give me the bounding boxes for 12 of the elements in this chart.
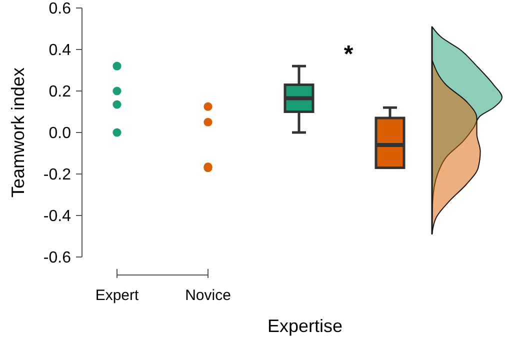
x-tick-label: Expert: [95, 287, 140, 304]
annotation: *: [344, 41, 354, 68]
y-tick-label: 0.2: [48, 84, 72, 101]
y-tick-label: 0.4: [48, 42, 72, 60]
x-axis-title: Expertise: [267, 316, 343, 336]
y-tick-label: -0.6: [43, 250, 72, 267]
y-tick-label: -0.4: [43, 208, 72, 226]
y-axis-title: Teamwork index: [8, 67, 28, 198]
y-tick-label: 0.6: [48, 0, 72, 18]
x-tick-label: Novice: [185, 287, 231, 304]
y-tick-label: 0.0: [48, 125, 72, 142]
y-tick-label: -0.2: [43, 166, 72, 184]
